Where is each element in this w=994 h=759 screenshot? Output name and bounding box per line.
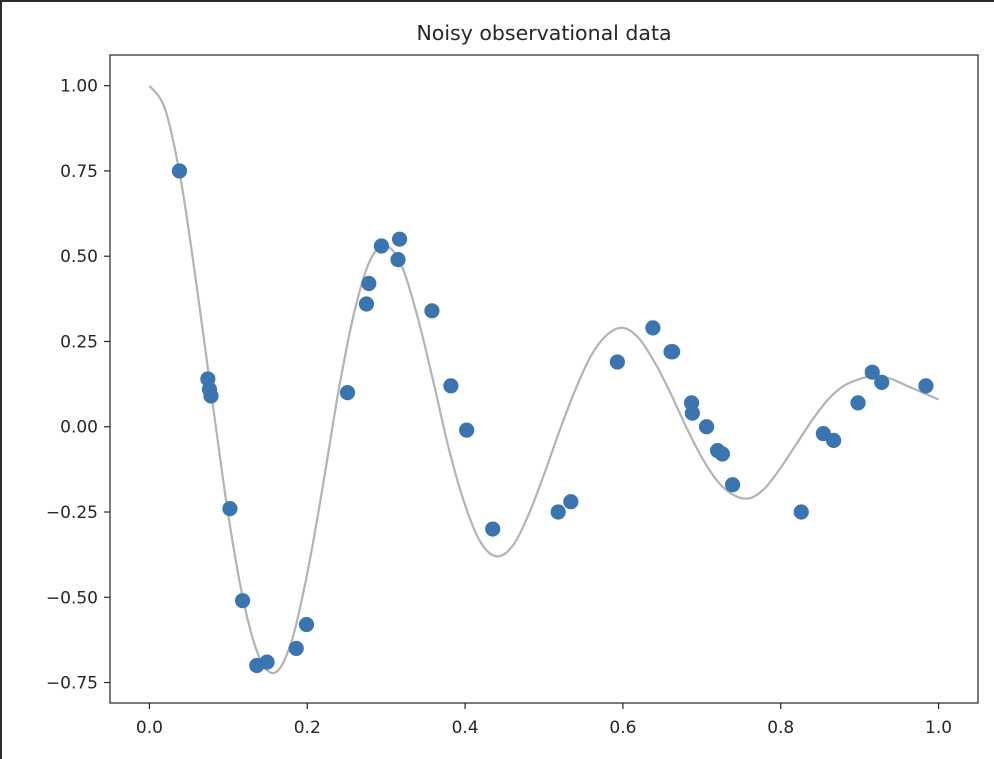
data-point <box>874 374 890 391</box>
data-point <box>234 593 251 609</box>
data-point <box>609 354 625 370</box>
data-point <box>459 422 475 438</box>
points-layer <box>171 163 934 674</box>
y-axis: 1.00 0.75 0.50 0.25 0.00 −0.25 −0.50 −0.75 <box>46 77 110 694</box>
data-point <box>392 231 408 247</box>
y-tick-label: −0.50 <box>46 588 98 608</box>
data-point <box>698 419 715 435</box>
data-point <box>645 320 661 336</box>
data-point <box>288 640 304 657</box>
data-point <box>918 378 934 394</box>
data-point <box>259 654 275 670</box>
fitted-curve <box>148 85 939 675</box>
data-point <box>563 494 579 510</box>
data-point <box>793 504 809 520</box>
data-point <box>684 405 700 421</box>
y-tick-label: −0.75 <box>46 674 98 694</box>
x-tick-label: 0.6 <box>609 718 636 738</box>
data-point <box>864 364 880 380</box>
x-tick-label: 0.0 <box>136 718 163 738</box>
x-tick-label: 0.4 <box>452 718 479 738</box>
curve-layer <box>148 85 939 675</box>
data-point <box>339 385 356 401</box>
x-axis: 0.0 0.2 0.4 0.6 0.8 1.0 <box>136 703 952 738</box>
plot-area <box>109 54 979 704</box>
y-tick-label: 0.25 <box>60 332 98 352</box>
data-point <box>443 378 459 394</box>
data-point <box>373 238 390 254</box>
y-tick-label: 1.00 <box>60 77 98 97</box>
chart-title: Noisy observational data <box>416 21 671 45</box>
data-point <box>390 252 406 268</box>
x-tick-label: 1.0 <box>925 718 952 738</box>
x-tick-label: 0.2 <box>294 718 321 738</box>
data-point <box>826 432 842 448</box>
data-point <box>298 616 315 633</box>
x-tick-label: 0.8 <box>767 718 794 738</box>
data-point <box>665 344 681 360</box>
y-tick-label: 0.50 <box>60 247 98 267</box>
y-tick-label: −0.25 <box>46 503 98 523</box>
data-point <box>724 477 741 493</box>
data-point <box>550 504 566 520</box>
data-point <box>850 395 866 411</box>
data-point <box>361 275 377 292</box>
data-point <box>171 163 188 179</box>
data-point <box>485 521 501 537</box>
data-point <box>358 296 375 312</box>
data-point <box>203 388 219 404</box>
data-point <box>222 501 238 517</box>
y-tick-label: 0.00 <box>60 418 98 438</box>
y-tick-label: 0.75 <box>60 162 98 182</box>
data-point <box>424 303 440 319</box>
data-point <box>714 446 730 462</box>
